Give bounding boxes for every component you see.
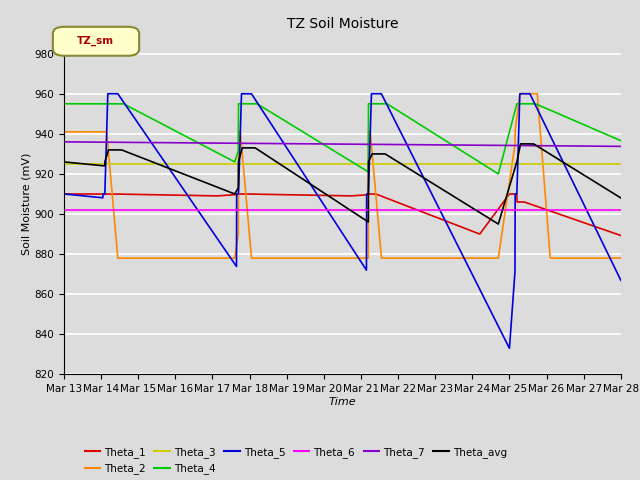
Y-axis label: Soil Moisture (mV): Soil Moisture (mV) [22,153,32,255]
X-axis label: Time: Time [328,397,356,407]
FancyBboxPatch shape [53,27,139,56]
Title: TZ Soil Moisture: TZ Soil Moisture [287,17,398,31]
Legend: Theta_1, Theta_2, Theta_3, Theta_4, Theta_5, Theta_6, Theta_7, Theta_avg: Theta_1, Theta_2, Theta_3, Theta_4, Thet… [81,443,511,478]
Text: TZ_sm: TZ_sm [77,36,115,46]
